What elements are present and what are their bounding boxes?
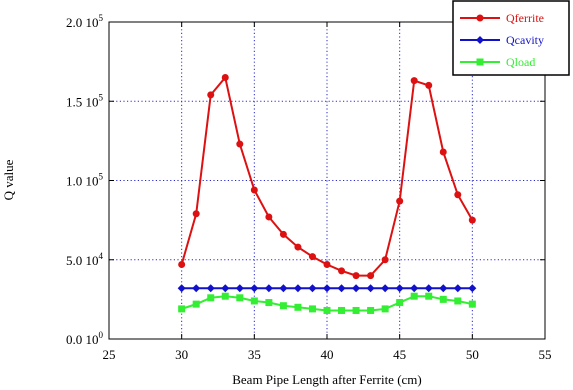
point-qload	[250, 297, 258, 305]
point-qferrite	[410, 77, 418, 85]
point-qcavity	[250, 284, 259, 293]
x-tick-label: 40	[321, 347, 334, 362]
point-qload	[439, 295, 447, 303]
x-axis-label: Beam Pipe Length after Ferrite (cm)	[232, 372, 422, 387]
legend: Qferrite Qcavity Qload	[452, 0, 570, 76]
point-qcavity	[410, 284, 419, 293]
point-qcavity	[308, 284, 317, 293]
point-qferrite	[192, 210, 200, 218]
x-tick-label: 45	[393, 347, 406, 362]
y-tick-label: 5.0 104	[66, 251, 104, 268]
y-axis: 0.0 100 5.0 104 1.0 105 1.5 105 2.0 105	[66, 13, 545, 347]
point-qload	[207, 294, 215, 302]
point-qload	[338, 306, 346, 314]
x-tick-label: 25	[103, 347, 116, 362]
point-qload	[265, 299, 273, 307]
point-qload	[396, 299, 404, 307]
point-qload	[192, 300, 200, 308]
point-qferrite	[338, 267, 346, 275]
point-qcavity	[192, 284, 201, 293]
legend-marker	[476, 14, 484, 22]
point-qload	[323, 306, 331, 314]
point-qload	[178, 305, 186, 313]
point-qload	[468, 300, 476, 308]
point-qload	[308, 305, 316, 313]
point-qload	[367, 306, 375, 314]
point-qferrite	[352, 272, 360, 280]
point-qcavity	[424, 284, 433, 293]
point-qcavity	[352, 284, 361, 293]
point-qferrite	[207, 91, 215, 99]
point-qferrite	[308, 253, 316, 261]
point-qload	[425, 292, 433, 300]
point-qcavity	[177, 284, 186, 293]
point-qcavity	[468, 284, 477, 293]
point-qferrite	[265, 213, 273, 221]
y-tick-label: 1.0 105	[66, 172, 104, 189]
legend-label: Qferrite	[506, 11, 544, 25]
point-qferrite	[396, 197, 404, 205]
point-qload	[221, 292, 229, 300]
point-qcavity	[323, 284, 331, 293]
point-qcavity	[453, 284, 462, 293]
legend-item-qload: Qload	[460, 55, 535, 69]
series-qload	[178, 292, 476, 314]
point-qferrite	[367, 272, 375, 280]
point-qferrite	[454, 191, 462, 199]
grid-lines	[109, 22, 545, 339]
x-axis: 25 30 35 40 45 50 55	[103, 22, 552, 362]
x-tick-label: 35	[248, 347, 261, 362]
x-tick-label: 55	[539, 347, 552, 362]
point-qferrite	[250, 186, 258, 194]
point-qload	[294, 303, 302, 311]
point-qferrite	[439, 148, 447, 156]
point-qcavity	[395, 284, 404, 293]
point-qferrite	[468, 216, 476, 224]
point-qload	[410, 292, 418, 300]
point-qferrite	[236, 140, 244, 148]
point-qferrite	[425, 81, 433, 89]
point-qcavity	[366, 284, 375, 293]
legend-label: Qcavity	[506, 33, 544, 47]
point-qload	[381, 305, 389, 313]
y-tick-label: 1.5 105	[66, 92, 104, 109]
point-qferrite	[323, 261, 331, 269]
point-qferrite	[178, 261, 186, 269]
point-qload	[279, 302, 287, 310]
point-qcavity	[381, 284, 390, 293]
y-axis-label: Q value	[1, 159, 16, 200]
x-tick-label: 50	[466, 347, 479, 362]
point-qcavity	[279, 284, 288, 293]
series-qcavity	[177, 284, 477, 293]
legend-marker	[476, 36, 484, 44]
point-qload	[236, 294, 244, 302]
series-qferrite	[178, 73, 476, 280]
series-layer	[177, 73, 477, 314]
point-qferrite	[381, 256, 389, 264]
legend-item-qferrite: Qferrite	[460, 11, 544, 25]
point-qcavity	[206, 284, 215, 293]
y-tick-label: 0.0 100	[66, 330, 104, 347]
point-qferrite	[279, 230, 287, 238]
point-qferrite	[221, 73, 229, 81]
point-qcavity	[221, 284, 230, 293]
point-qcavity	[235, 284, 244, 293]
point-qload	[352, 306, 360, 314]
legend-item-qcavity: Qcavity	[460, 33, 544, 47]
point-qcavity	[293, 284, 302, 293]
y-tick-label: 2.0 105	[66, 13, 104, 30]
legend-label: Qload	[506, 55, 535, 69]
point-qferrite	[294, 243, 302, 251]
point-qload	[454, 297, 462, 305]
x-tick-label: 30	[175, 347, 188, 362]
point-qcavity	[264, 284, 273, 293]
point-qcavity	[439, 284, 448, 293]
point-qcavity	[337, 284, 346, 293]
legend-marker	[476, 58, 484, 66]
